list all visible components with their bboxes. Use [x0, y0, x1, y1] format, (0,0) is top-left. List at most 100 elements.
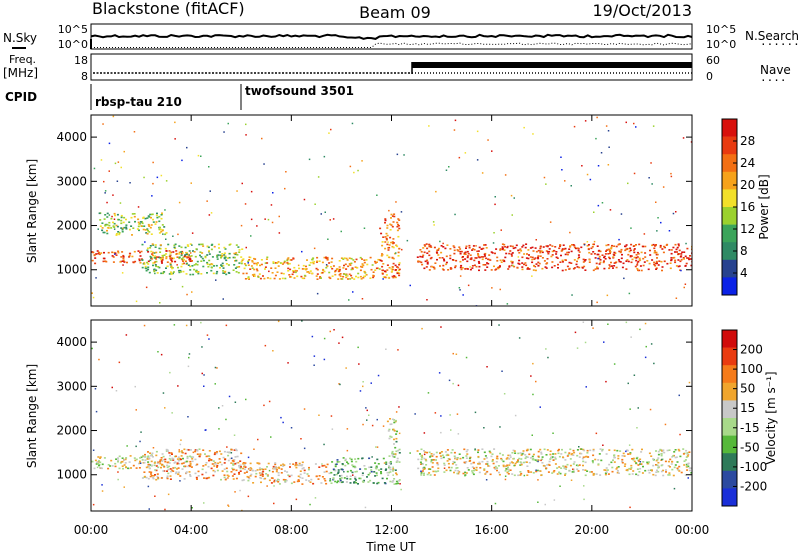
heatmap-cell — [469, 456, 472, 459]
heatmap-cell — [341, 468, 344, 471]
heatmap-cell — [237, 461, 240, 464]
heatmap-cell — [208, 450, 211, 452]
heatmap-cell — [129, 455, 132, 457]
heatmap-cell — [232, 256, 235, 259]
heatmap-cell — [480, 256, 483, 258]
heatmap-cell — [121, 230, 124, 233]
heatmap-cell — [95, 277, 97, 279]
heatmap-cell — [364, 272, 367, 274]
heatmap-cell — [175, 252, 178, 255]
heatmap-cell — [428, 243, 431, 246]
heatmap-cell — [104, 224, 107, 227]
summary-freq-panel — [90, 53, 693, 81]
heatmap-cell — [338, 342, 340, 344]
heatmap-cell — [114, 214, 117, 217]
heatmap-cell — [106, 201, 108, 204]
heatmap-cell — [162, 392, 165, 394]
heatmap-cell — [428, 125, 430, 127]
heatmap-cell — [519, 474, 522, 476]
heatmap-cell — [386, 477, 388, 480]
heatmap-cell — [570, 453, 573, 456]
heatmap-cell — [390, 423, 393, 425]
heatmap-cell — [580, 452, 583, 455]
heatmap-cell — [469, 254, 472, 256]
heatmap-cell — [352, 465, 355, 468]
heatmap-cell — [601, 448, 604, 451]
heatmap-cell — [196, 453, 199, 455]
heatmap-cell — [365, 274, 368, 276]
heatmap-cell — [653, 263, 656, 266]
heatmap-cell — [467, 469, 470, 471]
heatmap-cell — [163, 458, 166, 461]
heatmap-cell — [668, 249, 671, 251]
heatmap-cell — [110, 459, 113, 462]
heatmap-cell — [398, 247, 401, 250]
heatmap-cell — [639, 328, 641, 331]
heatmap-cell — [473, 259, 476, 262]
heatmap-cell — [627, 382, 629, 385]
y-tick-label: 2000 — [56, 219, 87, 233]
heatmap-cell — [381, 265, 384, 268]
heatmap-cell — [112, 225, 115, 227]
heatmap-cell — [148, 225, 151, 227]
heatmap-cell — [526, 474, 529, 476]
heatmap-cell — [173, 244, 176, 247]
heatmap-cell — [674, 251, 676, 253]
heatmap-cell — [584, 120, 587, 122]
heatmap-cell — [538, 262, 541, 265]
heatmap-cell — [655, 450, 657, 452]
heatmap-cell — [459, 457, 462, 460]
heatmap-cell — [636, 262, 639, 264]
heatmap-cell — [582, 258, 585, 261]
heatmap-cell — [157, 266, 160, 268]
heatmap-cell — [357, 457, 360, 460]
heatmap-cell — [483, 244, 485, 246]
heatmap-cell — [486, 460, 489, 463]
heatmap-cell — [223, 474, 226, 476]
heatmap-cell — [301, 467, 304, 470]
heatmap-cell — [603, 260, 605, 262]
heatmap-cell — [601, 202, 604, 204]
heatmap-cell — [97, 456, 100, 458]
heatmap-cell — [259, 474, 262, 476]
heatmap-cell — [336, 461, 339, 463]
heatmap-cell — [212, 272, 215, 275]
heatmap-cell — [547, 471, 550, 473]
heatmap-cell — [635, 462, 638, 464]
heatmap-cell — [375, 267, 378, 270]
heatmap-cell — [483, 451, 486, 454]
heatmap-cell — [611, 466, 614, 469]
heatmap-cell — [526, 448, 529, 451]
heatmap-cell — [323, 443, 325, 446]
heatmap-cell — [184, 260, 187, 263]
heatmap-cell — [227, 264, 230, 266]
heatmap-cell — [341, 481, 344, 483]
heatmap-cell — [225, 273, 228, 276]
heatmap-cell — [636, 256, 639, 258]
heatmap-cell — [426, 261, 429, 264]
heatmap-cell — [518, 457, 521, 460]
heatmap-cell — [237, 271, 240, 274]
heatmap-cell — [630, 227, 632, 229]
heatmap-cell — [384, 236, 387, 238]
colorbar-segment — [722, 470, 737, 489]
heatmap-cell — [278, 483, 281, 485]
heatmap-cell — [155, 465, 158, 467]
heatmap-cell — [155, 265, 158, 268]
heatmap-cell — [196, 463, 199, 466]
heatmap-cell — [501, 243, 504, 245]
heatmap-cell — [203, 502, 205, 504]
heatmap-cell — [169, 459, 172, 461]
heatmap-cell — [91, 347, 93, 350]
heatmap-cell — [391, 266, 394, 268]
heatmap-cell — [515, 244, 518, 247]
heatmap-cell — [325, 264, 328, 266]
heatmap-cell — [200, 243, 203, 246]
heatmap-cell — [392, 262, 395, 265]
freq-tick-low: 8 — [81, 70, 88, 83]
heatmap-cell — [350, 257, 353, 260]
heatmap-cell — [345, 268, 348, 270]
heatmap-cell — [235, 259, 238, 262]
heatmap-cell — [640, 451, 643, 453]
heatmap-cell — [666, 262, 669, 265]
